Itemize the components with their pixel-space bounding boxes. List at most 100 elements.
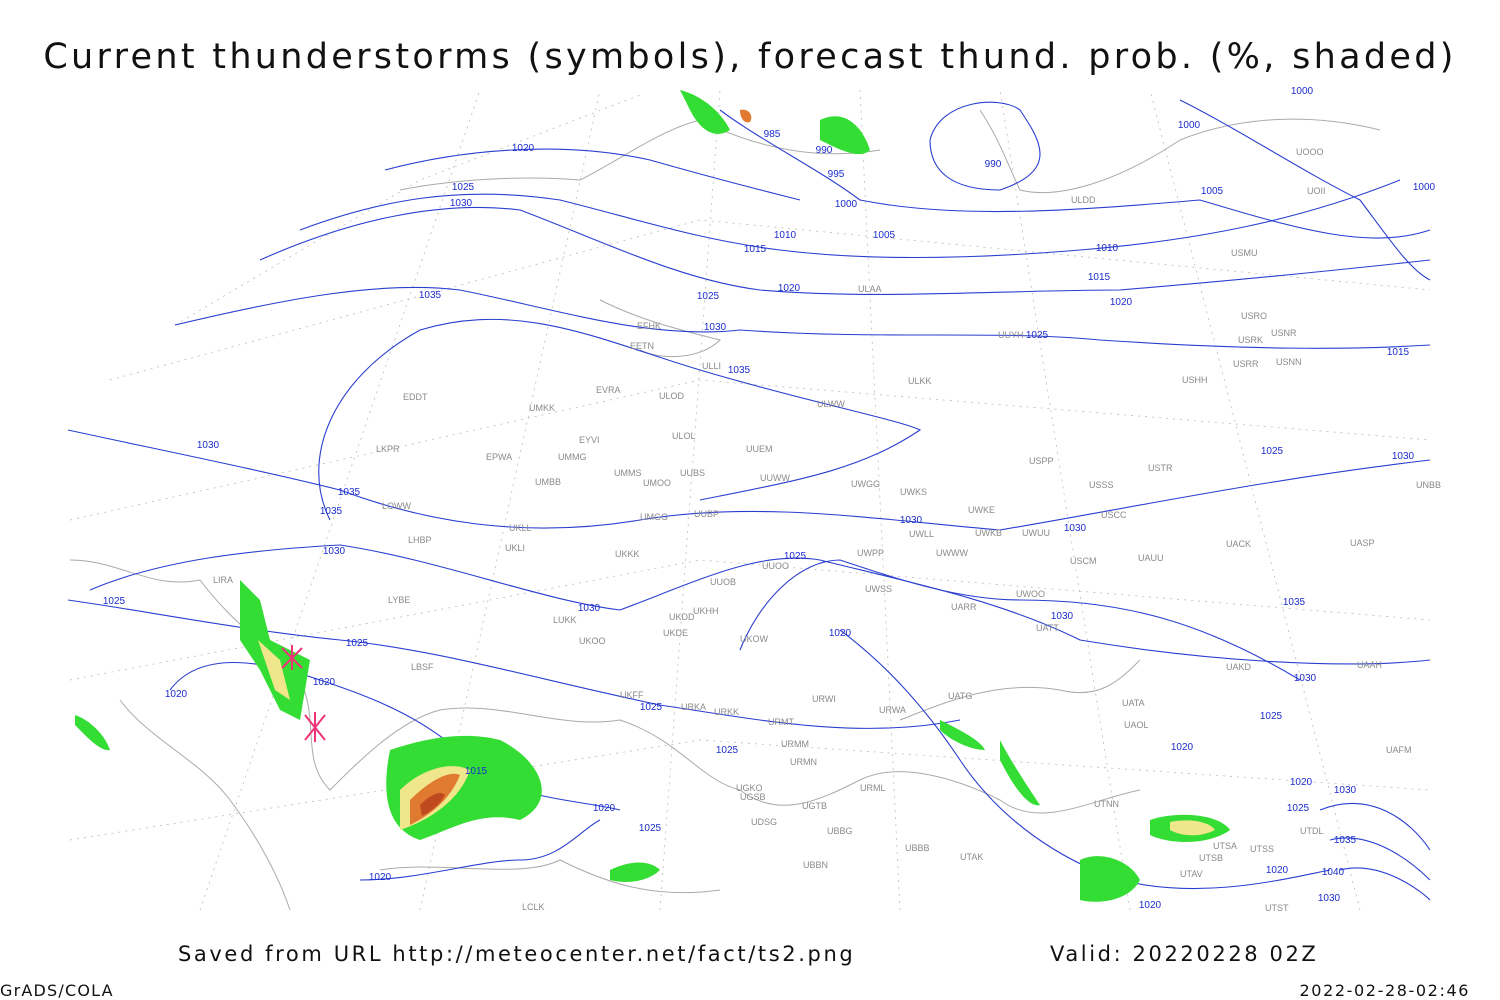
station-label: UTNN [1094,799,1119,809]
valid-time: Valid: 20220228 02Z [1050,942,1318,966]
station-label: UATT [1036,623,1059,633]
isobar-label: 1035 [1283,597,1306,608]
station-label: LKPR [376,444,400,454]
station-label: UWOO [1016,589,1045,599]
station-label: USRR [1233,359,1259,369]
station-label: UBBN [803,860,828,870]
station-label: UDSG [751,817,777,827]
station-label: UWSS [865,584,892,594]
software-credit: GrADS/COLA [0,981,114,1000]
map-title: Current thunderstorms (symbols), forecas… [43,37,1456,77]
station-label: ULWW [817,399,845,409]
isobar-label: 1020 [1266,865,1289,876]
isobar-label: 1025 [1026,330,1049,341]
station-label: UMKK [529,403,555,413]
station-label: USTR [1148,463,1173,473]
station-label: ULDD [1071,195,1096,205]
station-label: UMOO [643,478,671,488]
timestamp: 2022-02-28-02:46 [1300,981,1470,1000]
station-label: URKK [714,707,739,717]
station-label: UKOO [579,636,606,646]
station-label: UTSA [1213,841,1237,851]
station-label: UWKS [900,487,927,497]
isobar-label: 1025 [1261,446,1284,457]
isobar-label: 1000 [1291,86,1314,97]
isobar-label: 1030 [1318,893,1341,904]
isobar-label: 995 [828,169,845,180]
station-label: USCC [1101,510,1127,520]
isobar-label: 1025 [452,182,475,193]
station-label: UGTB [802,801,827,811]
station-label: URKA [681,702,706,712]
isobar-label: 1030 [450,198,473,209]
station-label: UMGG [640,512,668,522]
station-label: URMT [768,717,794,727]
isobar-label: 1025 [1287,803,1310,814]
station-label: UUOB [710,577,736,587]
station-label: LOWW [382,501,412,511]
isobar-label: 1025 [103,596,126,607]
station-label: UBBB [905,843,930,853]
isobar-label: 1015 [1088,272,1111,283]
station-label: UATA [1122,698,1145,708]
isobar-label: 1020 [593,803,616,814]
station-label: USSS [1089,480,1114,490]
isobars [67,99,1431,901]
station-label: UTST [1265,903,1289,913]
station-label: UTAK [960,852,983,862]
station-label: UMBB [535,477,561,487]
station-label: URMN [790,757,817,767]
station-label: UTSS [1250,844,1274,854]
isobar-label: 1020 [165,689,188,700]
station-label: UUOO [762,561,789,571]
isobar-label: 1020 [829,628,852,639]
station-label: UWWW [936,548,968,558]
station-label: EFHK [637,321,661,331]
saved-url: Saved from URL http://meteocenter.net/fa… [178,942,855,966]
station-label: URWI [812,694,836,704]
station-label: UMMS [614,468,642,478]
station-label: UKDE [663,628,688,638]
isobar-label: 1025 [346,638,369,649]
station-label: LIRA [213,575,233,585]
station-label: USMU [1231,248,1258,258]
isobar-label: 1030 [1051,611,1074,622]
station-label: UKFF [620,690,644,700]
station-label: UAKD [1226,662,1252,672]
station-label: UKHH [693,606,719,616]
station-label: UAFM [1386,745,1412,755]
station-label: UAUU [1138,553,1164,563]
isobar-label: 1020 [369,872,392,883]
isobar-label: 1020 [1171,742,1194,753]
isobar-label: 1030 [1334,785,1357,796]
station-label: UNBB [1416,480,1441,490]
isobar-label: 1020 [1290,777,1313,788]
station-label: ULLI [702,361,721,371]
station-label: EDDT [403,392,428,402]
station-label: UGKO [736,783,763,793]
station-label: UUBS [680,468,705,478]
isobar-label: 1030 [900,515,923,526]
station-label: URWA [879,705,906,715]
isobar-label: 1030 [1294,673,1317,684]
station-label: URMM [781,739,809,749]
isobar-labels: 1020 1025 1030 985 990 995 990 1000 1000 1005 1005… [103,86,1436,911]
station-labels: EFHK EETN ULLI EVRA ULOD ULWW EDDT UMKK EYVI ULOL… [213,147,1441,913]
station-label: USCM [1070,556,1097,566]
isobar-label: 1035 [728,365,751,376]
station-label: UUWW [760,473,790,483]
station-label: UKOW [740,634,769,644]
station-label: LUKK [553,615,577,625]
station-label: UWLL [909,529,934,539]
isobar-label: 1030 [704,322,727,333]
isobar-label: 1030 [1392,451,1415,462]
coastlines [69,109,1381,911]
isobar-label: 1025 [639,823,662,834]
isobar-label: 1025 [716,745,739,756]
isobar-label: 1015 [1387,347,1410,358]
station-label: UKLI [505,543,525,553]
station-label: LHBP [408,535,432,545]
isobar-label: 1035 [338,487,361,498]
station-label: ULKK [908,376,932,386]
isobar-label: 1030 [323,546,346,557]
